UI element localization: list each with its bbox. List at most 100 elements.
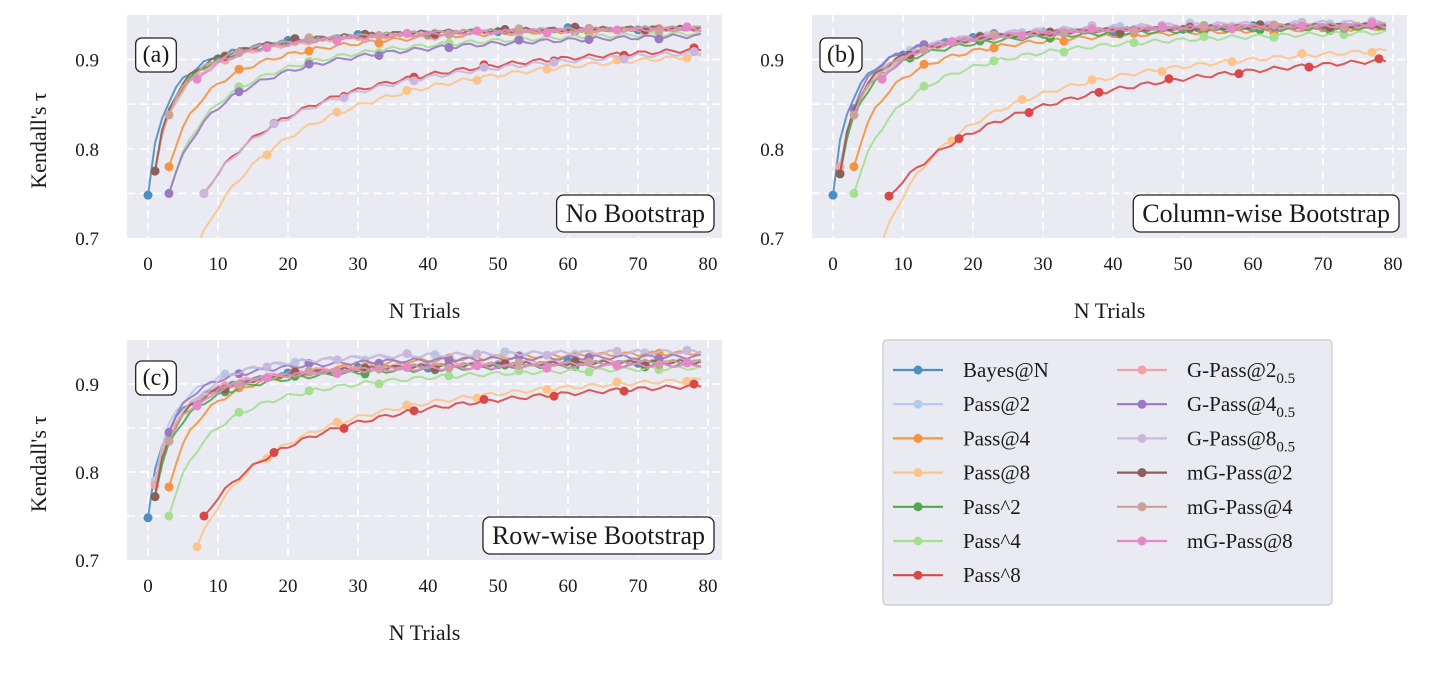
series-point-passc8 bbox=[409, 406, 419, 416]
series-point-passc8 bbox=[954, 134, 964, 144]
series-point-mg4 bbox=[304, 33, 314, 43]
series-point-mg4 bbox=[374, 364, 384, 374]
legend-marker bbox=[913, 536, 923, 546]
legend-marker bbox=[913, 502, 923, 512]
y-tick-label: 0.8 bbox=[75, 140, 99, 161]
series-point-mg4 bbox=[849, 110, 859, 120]
series-point-mg8 bbox=[542, 28, 552, 38]
panel-title: No Bootstrap bbox=[566, 199, 705, 228]
legend-entry-mg2: mG-Pass@2 bbox=[1117, 461, 1293, 485]
series-point-mg8 bbox=[682, 22, 692, 32]
series-line-gpass8 bbox=[203, 50, 702, 195]
x-tick-label: 80 bbox=[699, 254, 718, 275]
x-tick-label: 20 bbox=[964, 254, 983, 275]
series-point-mg4 bbox=[514, 24, 524, 34]
panel-tag: (a) bbox=[143, 42, 170, 68]
series-point-pass8 bbox=[881, 237, 883, 238]
series-point-mg8 bbox=[472, 361, 482, 371]
series-point-passc8 bbox=[199, 511, 209, 521]
series-point-pass8 bbox=[1017, 95, 1027, 105]
series-point-gpass4 bbox=[234, 87, 244, 97]
series-point-gpass8 bbox=[479, 62, 489, 72]
series-point-gpass8 bbox=[402, 349, 412, 359]
chart-panel-1: 0 10 20 30 40 50 60 70 80 0.7 0.8 0.9 N Trials Kendal… bbox=[26, 15, 722, 323]
x-tick-label: 10 bbox=[209, 576, 228, 597]
y-tick-label: 0.8 bbox=[760, 140, 784, 161]
series-point-mg8 bbox=[332, 36, 342, 46]
x-tick-label: 20 bbox=[279, 254, 298, 275]
series-point-passc4 bbox=[849, 188, 859, 198]
series-point-pass8 bbox=[542, 384, 552, 394]
series-point-pass2 bbox=[430, 350, 440, 360]
series-point-pass4 bbox=[164, 162, 174, 172]
x-axis-label: N Trials bbox=[1074, 298, 1146, 323]
series-point-gpass8 bbox=[472, 349, 482, 359]
series-point-gpass8 bbox=[549, 57, 559, 67]
panel-tag-box bbox=[819, 37, 863, 73]
legend-marker bbox=[1137, 536, 1147, 546]
series-point-pass8 bbox=[1227, 57, 1237, 67]
legend-entry-gpass2: G-Pass@20.5 bbox=[1117, 358, 1295, 387]
series-line-gpass4 bbox=[168, 32, 702, 194]
series-point-passc4 bbox=[444, 371, 454, 381]
panel-title-box bbox=[1132, 194, 1400, 233]
legend-label: mG-Pass@2 bbox=[1187, 461, 1293, 485]
legend-label: Pass^2 bbox=[963, 495, 1021, 519]
series-point-pass8 bbox=[682, 53, 692, 63]
chart-panel-3: 0 10 20 30 40 50 60 70 80 0.7 0.8 0.9 N Trials Kendal… bbox=[26, 340, 722, 645]
series-point-pass8 bbox=[1087, 75, 1097, 85]
legend-entry-pass4: Pass@4 bbox=[893, 426, 1031, 450]
x-tick-label: 80 bbox=[1384, 254, 1403, 275]
series-point-passc4 bbox=[1339, 30, 1349, 40]
panel-tag: (c) bbox=[143, 365, 170, 391]
x-axis-label: N Trials bbox=[389, 298, 461, 323]
x-tick-label: 70 bbox=[629, 254, 648, 275]
legend-entry-mg4: mG-Pass@4 bbox=[1117, 495, 1293, 519]
series-point-passc8 bbox=[1164, 74, 1174, 84]
series-point-gpass8 bbox=[269, 119, 279, 129]
series-line-passc8 bbox=[888, 57, 1387, 197]
series-point-passc8 bbox=[884, 191, 894, 201]
x-tick-label: 0 bbox=[143, 576, 153, 597]
series-line-passc4 bbox=[853, 29, 1387, 194]
series-point-mg4 bbox=[514, 358, 524, 368]
legend-entry-bayes: Bayes@N bbox=[893, 358, 1049, 382]
panel-title-box bbox=[555, 194, 715, 233]
series-line-passc8 bbox=[203, 383, 702, 517]
series-point-mg4 bbox=[374, 31, 384, 41]
x-tick-label: 0 bbox=[828, 254, 838, 275]
series-point-mg8 bbox=[612, 25, 622, 35]
x-tick-label: 30 bbox=[349, 576, 368, 597]
series-point-gpass4 bbox=[444, 43, 454, 53]
x-tick-label: 50 bbox=[1174, 254, 1193, 275]
series-line-passc4 bbox=[168, 30, 702, 194]
series-point-passc8 bbox=[339, 423, 349, 433]
series-point-pass4 bbox=[989, 43, 999, 53]
series-point-mg8 bbox=[1227, 24, 1237, 34]
series-point-pass8 bbox=[332, 417, 342, 427]
series-point-gpass8 bbox=[409, 76, 419, 86]
legend-label: Pass^4 bbox=[963, 529, 1021, 553]
y-tick-label: 0.8 bbox=[75, 463, 99, 484]
series-point-gpass8 bbox=[262, 362, 272, 372]
legend-label: Pass@2 bbox=[963, 392, 1030, 416]
x-tick-label: 0 bbox=[143, 254, 153, 275]
x-tick-label: 70 bbox=[1314, 254, 1333, 275]
series-point-pass8 bbox=[1297, 49, 1307, 59]
legend-marker bbox=[913, 468, 923, 478]
series-point-pass8 bbox=[682, 376, 692, 386]
series-point-gpass4 bbox=[514, 35, 524, 45]
series-point-passc8 bbox=[1374, 54, 1384, 64]
y-tick-label: 0.7 bbox=[75, 551, 99, 572]
series-line-passc8 bbox=[203, 46, 702, 195]
series-point-gpass8 bbox=[542, 350, 552, 360]
series-point-passc4 bbox=[304, 386, 314, 396]
legend-label: mG-Pass@4 bbox=[1187, 495, 1293, 519]
legend-marker bbox=[913, 433, 923, 443]
series-point-pass4 bbox=[1059, 36, 1069, 46]
panel-title: Column-wise Bootstrap bbox=[1142, 199, 1390, 228]
series-point-passc4 bbox=[584, 367, 594, 377]
series-point-mg8 bbox=[262, 43, 272, 53]
series-point-pass8 bbox=[1367, 47, 1377, 57]
series-point-mg8 bbox=[682, 358, 692, 368]
